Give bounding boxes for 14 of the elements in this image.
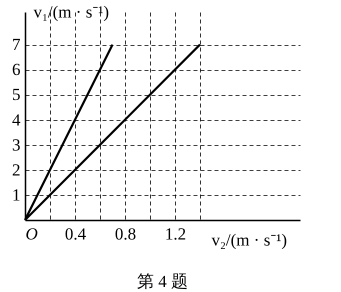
y-tick-label: 5 — [12, 85, 20, 104]
text: 第 4 题 — [137, 272, 188, 291]
x-axis-title: v₂/(m · s⁻¹) — [212, 230, 288, 250]
y-axis-title: v₁/(m · s⁻¹) — [34, 2, 110, 22]
x-tick-label: 1.2 — [164, 224, 186, 244]
x-tick-label: 0.8 — [114, 224, 136, 244]
y-tick-label: 1 — [12, 185, 20, 204]
y-tick-label: 2 — [12, 160, 20, 180]
y-tick-label: 4 — [12, 110, 21, 130]
y-tick-label: 6 — [12, 60, 20, 80]
x-tick-label: O — [26, 224, 38, 244]
y-tick-label: 3 — [12, 135, 20, 154]
x-tick-label: 0.4 — [64, 224, 87, 244]
y-tick-label: 7 — [12, 35, 21, 54]
